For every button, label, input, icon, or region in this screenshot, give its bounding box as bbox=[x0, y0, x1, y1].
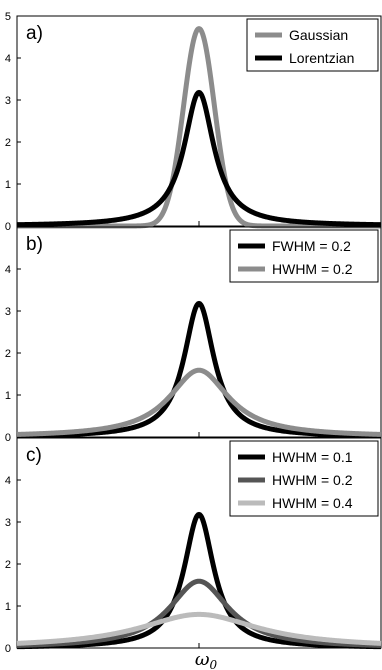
legend-label: HWHM = 0.4 bbox=[272, 495, 353, 511]
y-tick-label: 4 bbox=[5, 475, 11, 487]
legend-label: HWHM = 0.2 bbox=[272, 472, 353, 488]
series-line-2 bbox=[15, 578, 382, 648]
legend-label: HWHM = 0.2 bbox=[272, 261, 353, 277]
y-tick-label: 3 bbox=[5, 517, 11, 529]
chart-panels: 0 1 2 3 4 5 a) Gaussian Lorentzian 0 1 2 3 4 b) FWHM = … bbox=[5, 11, 382, 655]
series-line-3 bbox=[15, 611, 382, 646]
y-tick-label: 3 bbox=[5, 95, 11, 107]
y-tick-label: 3 bbox=[5, 306, 11, 318]
legend-label: Gaussian bbox=[289, 27, 348, 43]
series-line-2 bbox=[15, 89, 382, 228]
y-tick-label: 1 bbox=[5, 601, 11, 613]
y-tick-label: 1 bbox=[5, 390, 11, 402]
y-tick-label: 0 bbox=[5, 221, 11, 233]
chart-panel-1: 0 1 2 3 4 5 a) Gaussian Lorentzian bbox=[5, 11, 382, 233]
panel-label: c) bbox=[26, 445, 42, 466]
y-tick-label: 4 bbox=[5, 53, 11, 65]
y-tick-label: 2 bbox=[5, 348, 11, 360]
chart-panel-2: 0 1 2 3 4 b) FWHM = 0.2 HWHM = 0.2 bbox=[5, 226, 382, 444]
y-tick-label: 4 bbox=[5, 264, 11, 276]
legend-label: HWHM = 0.1 bbox=[272, 449, 353, 465]
legend-box bbox=[229, 229, 379, 283]
y-tick-label: 0 bbox=[5, 643, 11, 655]
series-line-1 bbox=[15, 511, 382, 650]
legend-label: Lorentzian bbox=[289, 50, 354, 66]
y-tick-label: 5 bbox=[5, 11, 11, 23]
series-line-2 bbox=[15, 367, 382, 437]
y-tick-label: 1 bbox=[5, 179, 11, 191]
panel-label: a) bbox=[26, 23, 43, 44]
chart-panel-3: 0 1 2 3 4 c) HWHM = 0.1 HWHM = 0.2 HWHM = 0.4 bbox=[5, 437, 382, 655]
y-tick-label: 0 bbox=[5, 432, 11, 444]
legend-box bbox=[246, 18, 379, 72]
series-line-1 bbox=[15, 26, 382, 229]
y-tick-label: 2 bbox=[5, 559, 11, 571]
x-axis-label-subscript: 0 bbox=[210, 658, 218, 670]
x-axis-label-symbol: ω bbox=[195, 649, 210, 670]
legend-label: FWHM = 0.2 bbox=[272, 238, 351, 254]
y-tick-label: 2 bbox=[5, 137, 11, 149]
panel-label: b) bbox=[26, 234, 43, 255]
x-axis-label: ω0 bbox=[195, 649, 218, 670]
series-line-1 bbox=[15, 300, 382, 439]
